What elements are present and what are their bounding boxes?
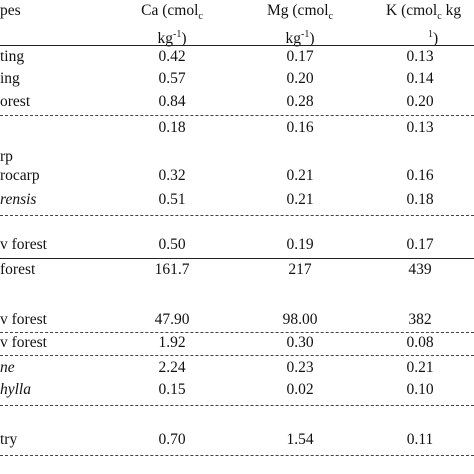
- cell-value: 0.11: [406, 431, 434, 448]
- row-label: v forest: [0, 311, 47, 328]
- row-label: ing: [0, 70, 20, 87]
- row-rule: [0, 115, 474, 116]
- cell-value: 0.70: [158, 431, 186, 448]
- header-text: kg: [441, 2, 462, 19]
- header-sub: c: [437, 11, 442, 23]
- cell-value: 0.23: [286, 359, 314, 376]
- header-text: ): [309, 30, 315, 48]
- cell-value: 0.21: [286, 191, 314, 208]
- cell-value: 0.18: [406, 191, 434, 208]
- row-rule: [0, 258, 474, 259]
- header-text: kg: [285, 30, 301, 48]
- cell-value: 0.30: [286, 334, 314, 351]
- cell-value: 0.84: [158, 93, 186, 110]
- cell-value: 2.24: [158, 359, 186, 376]
- cell-value: 161.7: [154, 261, 190, 278]
- cell-value: 0.17: [286, 48, 314, 65]
- cell-value: 0.13: [406, 48, 434, 65]
- row-rule: [0, 405, 474, 406]
- cell-value: 1.54: [286, 431, 314, 448]
- cell-value: 0.50: [158, 236, 186, 253]
- cell-value: 0.20: [286, 70, 314, 87]
- header-sub: c: [328, 11, 334, 23]
- row-label: ne: [0, 359, 15, 376]
- cell-value: 0.14: [406, 70, 434, 87]
- row-label: forest: [0, 261, 36, 278]
- header-k: K (cmolc kg 1): [386, 2, 461, 48]
- cell-value: 0.15: [158, 381, 186, 398]
- cell-value: 0.13: [406, 119, 434, 136]
- header-sup: 1: [428, 29, 433, 41]
- cell-value: 0.10: [406, 381, 434, 398]
- row-label: rocarp: [0, 167, 40, 184]
- header-text: ): [433, 30, 439, 48]
- row-label: rensis: [0, 191, 37, 208]
- row-label: hylla: [0, 381, 31, 398]
- cell-value: 0.28: [286, 93, 314, 110]
- row-label: orest: [0, 93, 31, 110]
- cell-value: 98.00: [282, 311, 318, 328]
- header-ca: Ca (cmolc kg-1): [141, 2, 203, 48]
- cell-value: 1.92: [158, 334, 186, 351]
- header-text: K (cmol: [386, 2, 438, 19]
- cell-value: 0.42: [158, 48, 186, 65]
- header-sup: -1: [172, 29, 182, 41]
- cell-value: 0.17: [406, 236, 434, 253]
- cell-value: 0.57: [158, 70, 186, 87]
- cell-value: 0.21: [286, 167, 314, 184]
- header-text: Ca (cmol: [141, 2, 199, 19]
- row-label: v forest: [0, 334, 47, 351]
- header-sup: -1: [300, 29, 310, 41]
- header-type: pes: [0, 2, 21, 19]
- header-rule: [0, 45, 474, 46]
- cell-value: 439: [408, 261, 432, 278]
- cell-value: 0.18: [158, 119, 186, 136]
- cell-value: 0.19: [286, 236, 314, 253]
- cell-value: 0.32: [158, 167, 186, 184]
- cell-value: 217: [288, 261, 312, 278]
- header-mg: Mg (cmolc kg-1): [267, 2, 333, 48]
- cell-value: 0.02: [286, 381, 314, 398]
- row-rule: [0, 355, 474, 356]
- row-rule: [0, 332, 474, 333]
- cell-value: 0.16: [286, 119, 314, 136]
- header-text: kg: [157, 30, 173, 48]
- cell-value: 0.16: [406, 167, 434, 184]
- row-label: rp: [0, 148, 13, 165]
- row-label: try: [0, 431, 18, 448]
- header-sub: c: [198, 11, 203, 23]
- row-label: ting: [0, 48, 25, 65]
- header-text: Mg (cmol: [266, 2, 329, 19]
- cell-value: 0.20: [406, 93, 434, 110]
- cell-value: 0.08: [406, 334, 434, 351]
- cell-value: 47.90: [154, 311, 190, 328]
- cell-value: 0.21: [406, 359, 434, 376]
- row-rule: [0, 215, 474, 216]
- cell-value: 0.51: [158, 191, 186, 208]
- row-rule: [0, 455, 474, 456]
- row-label: v forest: [0, 236, 47, 253]
- header-text: ): [181, 30, 187, 48]
- cell-value: 382: [408, 311, 432, 328]
